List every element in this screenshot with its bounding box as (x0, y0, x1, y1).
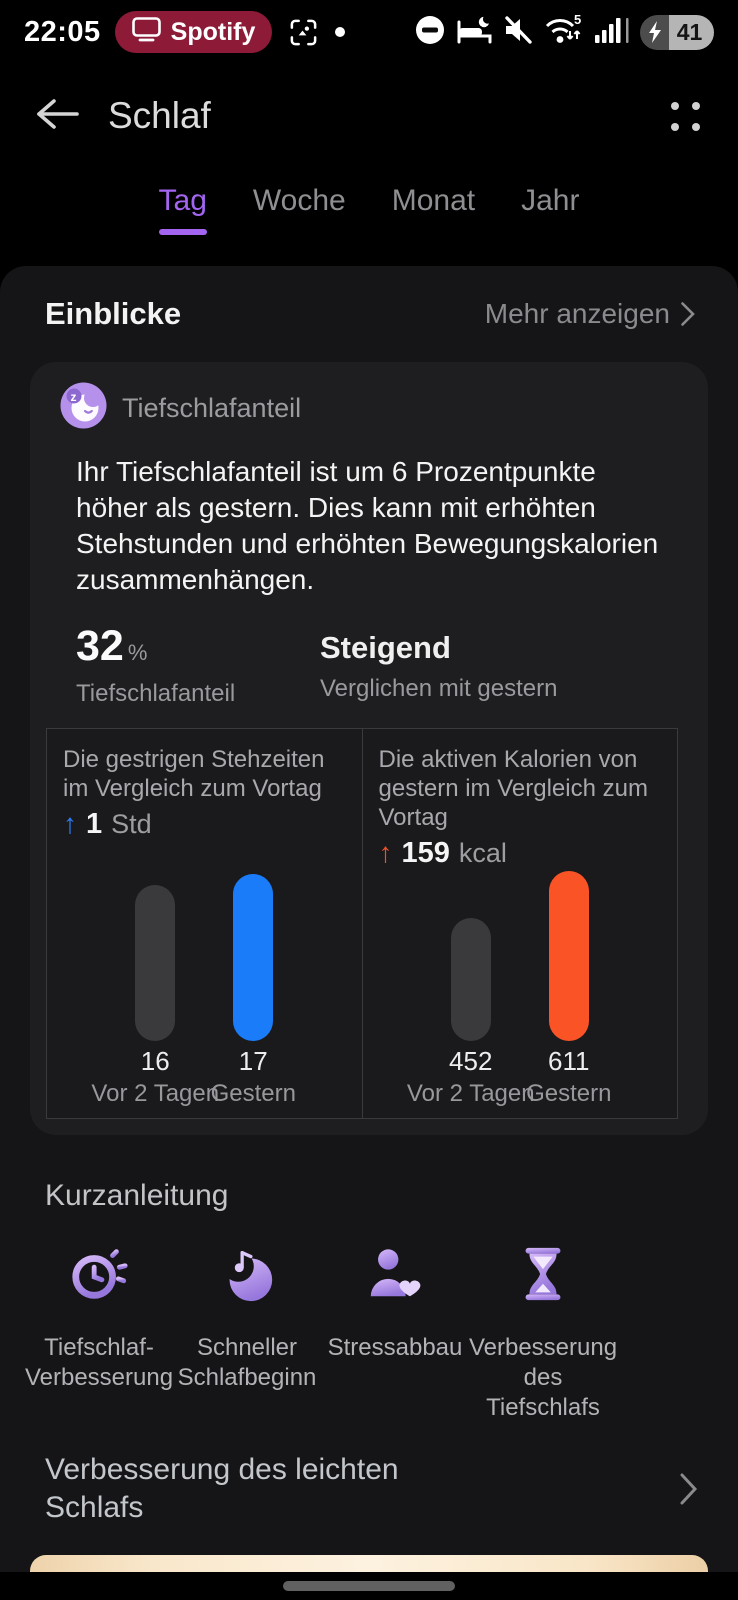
notification-dot (335, 27, 346, 37)
insight-card: z Tiefschlafanteil Ihr Tiefschlafanteil … (30, 362, 708, 1135)
deep-sleep-percent-value: 32 (76, 622, 124, 670)
bar-previous-day (450, 918, 491, 1041)
do-not-disturb-icon (415, 15, 445, 50)
quick-guide-row: Tiefschlaf-Verbesserung Schneller Schlaf… (25, 1243, 738, 1423)
quick-guide-item-improve-deep-sleep[interactable]: Verbesserung des Tiefschlafs (469, 1243, 617, 1423)
insight-text: Ihr Tiefschlafanteil ist um 6 Prozentpun… (76, 456, 659, 595)
page-title: Schlaf (108, 95, 211, 136)
standing-hours-chart: Die gestrigen Stehzeiten im Vergleich zu… (47, 729, 362, 1118)
bar-column: 452 Vor 2 Tagen (407, 918, 535, 1108)
battery-percent: 41 (669, 14, 714, 50)
up-arrow-icon: ↑ (63, 808, 77, 839)
tab-jahr[interactable]: Jahr (521, 184, 580, 217)
person-heart-icon (364, 1243, 426, 1305)
comparison-charts: Die gestrigen Stehzeiten im Vergleich zu… (46, 728, 678, 1119)
bar-column: 16 Vor 2 Tagen (91, 885, 219, 1108)
trend-value: Steigend (320, 630, 451, 665)
active-tab-underline (158, 229, 207, 235)
insights-section-title: Einblicke (45, 296, 182, 331)
up-arrow-icon: ↑ (378, 837, 393, 868)
deep-sleep-stat-label: Tiefschlafanteil (76, 680, 236, 707)
status-bar: 22:05 Spotify (0, 0, 738, 64)
active-calories-chart: Die aktiven Kalorien von gestern im Verg… (361, 729, 677, 1118)
gesture-nav-bar (0, 1572, 738, 1600)
content-panel: Einblicke Mehr anzeigen z Tiefschlafante… (0, 266, 738, 1598)
insight-card-title: Tiefschlafanteil (122, 392, 302, 423)
chart-description: Die aktiven Kalorien von gestern im Verg… (378, 746, 648, 831)
quick-guide-item-deep-sleep[interactable]: Tiefschlaf-Verbesserung (25, 1243, 173, 1423)
quick-guide-title: Kurzanleitung (45, 1179, 229, 1212)
charging-bolt-icon (640, 14, 669, 50)
chart-description: Die gestrigen Stehzeiten im Vergleich zu… (63, 746, 325, 802)
sleep-moon-icon: z (60, 382, 107, 434)
home-indicator[interactable] (283, 1581, 455, 1591)
grid-menu-icon[interactable] (665, 96, 706, 137)
tab-woche[interactable]: Woche (252, 184, 346, 217)
moon-music-icon (216, 1243, 278, 1305)
signal-bars-icon (595, 16, 629, 49)
quick-guide-item-stress[interactable]: Stressabbau (321, 1243, 469, 1423)
screen-capture-icon (288, 17, 319, 48)
bar-column: 17 Gestern (204, 874, 302, 1108)
spotify-live-pill[interactable]: Spotify (114, 11, 273, 53)
spotify-pill-label: Spotify (170, 17, 256, 46)
cta-button-peek[interactable] (30, 1555, 708, 1572)
bar-yesterday (233, 874, 274, 1041)
chevron-right-icon (679, 1472, 698, 1506)
light-sleep-link[interactable]: Verbesserung des leichten Schlafs (45, 1451, 698, 1527)
mute-icon (503, 15, 533, 50)
bar-yesterday (548, 871, 589, 1041)
timer-icon (68, 1243, 130, 1305)
tv-cast-icon (131, 17, 161, 47)
light-sleep-link-label: Verbesserung des leichten Schlafs (45, 1453, 399, 1524)
deep-sleep-percent-unit: % (127, 640, 148, 665)
back-arrow-icon[interactable] (34, 97, 80, 136)
bedtime-icon (456, 13, 493, 50)
bar-column: 611 Gestern (520, 871, 618, 1108)
app-header: Schlaf (0, 64, 738, 154)
tab-monat[interactable]: Monat (391, 184, 476, 217)
hourglass-icon (512, 1243, 574, 1305)
wifi-5-label: 5 (574, 14, 581, 27)
tab-tag[interactable]: Tag (158, 184, 207, 235)
period-tabs: Tag Woche Monat Jahr (0, 184, 738, 235)
show-more-link[interactable]: Mehr anzeigen (485, 298, 696, 330)
clock-text: 22:05 (24, 15, 101, 48)
bar-previous-day (135, 885, 176, 1041)
svg-text:z: z (71, 390, 77, 404)
chevron-right-icon (681, 302, 695, 326)
trend-label: Verglichen mit gestern (320, 675, 558, 702)
quick-guide-item-sleep-onset[interactable]: Schneller Schlafbeginn (173, 1243, 321, 1423)
battery-icon: 41 (640, 14, 714, 50)
wifi-icon: 5 (544, 12, 584, 51)
